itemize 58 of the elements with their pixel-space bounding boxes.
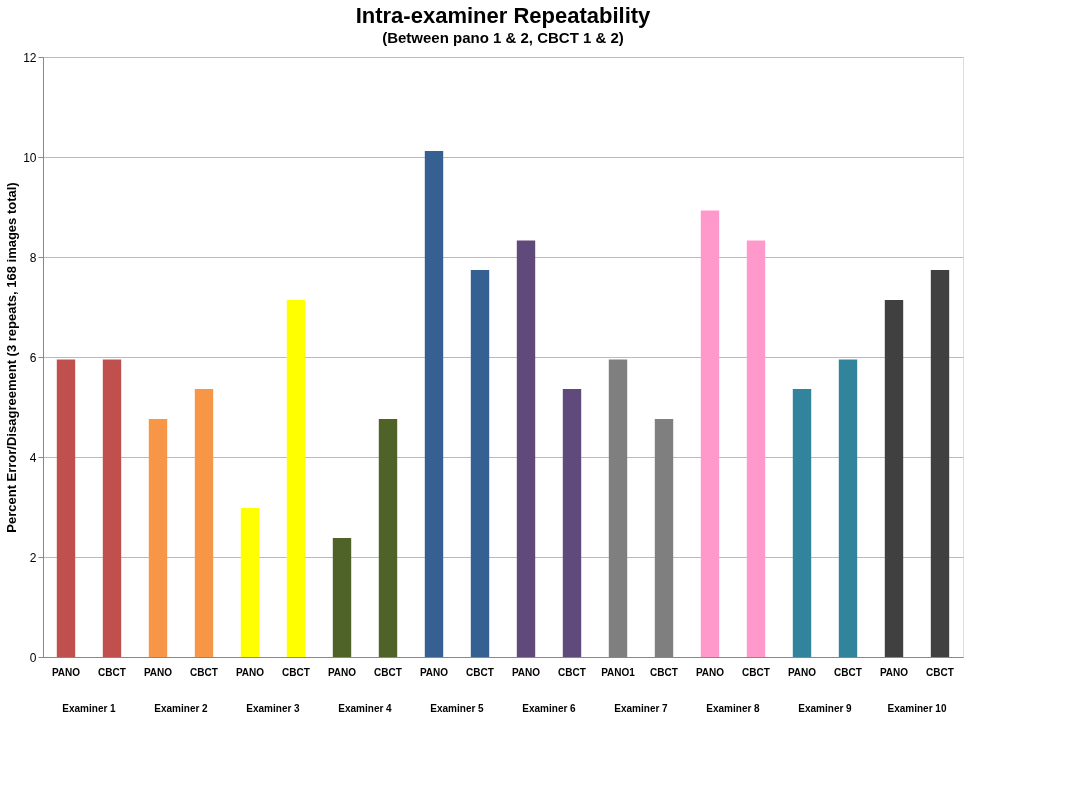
x-tick-label: PANO (419, 666, 449, 678)
bar (102, 359, 122, 657)
bar (838, 359, 858, 657)
text: Examiner 2 (154, 703, 209, 714)
text: Examiner 8 (706, 703, 761, 714)
bar (884, 300, 904, 657)
x-tick-label: CBCT (282, 666, 310, 678)
x-tick-label: PANO (695, 666, 725, 678)
bar (516, 240, 536, 657)
x-tick-label: CBCT (190, 666, 218, 678)
x-tick-label: CBCT (650, 666, 678, 678)
bar (746, 240, 766, 657)
bar (424, 151, 444, 657)
bar (194, 389, 214, 657)
y-tick-label: 0 (29, 650, 37, 665)
bar (562, 389, 582, 657)
x-tick-label: PANO (879, 666, 909, 678)
bar (792, 389, 812, 657)
y-axis-title: Percent Error/Disagreement (3 repeats, 168 images total) (4, 182, 20, 533)
y-tick-label: 4 (29, 450, 37, 465)
bar (470, 270, 490, 657)
x-tick-label: PANO (51, 666, 81, 678)
x-tick-label: CBCT (466, 666, 494, 678)
bar (378, 419, 398, 657)
x-tick-label: PANO (787, 666, 817, 678)
x-tick-label: PANO (511, 666, 541, 678)
bar (240, 508, 260, 657)
y-tick-label: 8 (29, 250, 37, 265)
x-tick-label: CBCT (558, 666, 586, 678)
y-tick-label: 6 (29, 350, 37, 365)
text: Examiner 5 (430, 703, 485, 714)
bar (56, 359, 76, 657)
x-tick-label: CBCT (834, 666, 862, 678)
chart-title: Intra-examiner Repeatability (355, 3, 652, 28)
x-tick-label: PANO (235, 666, 265, 678)
text: Examiner 7 (614, 703, 669, 714)
x-tick-label: CBCT (374, 666, 402, 678)
y-tick-label: 12 (23, 50, 37, 65)
x-tick-label: CBCT (742, 666, 770, 678)
x-tick-label: PANO (327, 666, 357, 678)
text: Examiner 1 (62, 703, 117, 714)
bar (332, 538, 352, 657)
bar (930, 270, 950, 657)
y-tick-label: 10 (23, 150, 37, 165)
text: Examiner 10 (887, 703, 947, 714)
x-tick-label: PANO (143, 666, 173, 678)
bar (286, 300, 306, 657)
text: Examiner 3 (246, 703, 301, 714)
y-tick-label: 2 (29, 550, 37, 565)
chart-subtitle: (Between pano 1 & 2, CBCT 1 & 2) (382, 29, 624, 46)
text: Examiner 4 (338, 703, 393, 714)
text: Examiner 6 (522, 703, 577, 714)
x-tick-label: CBCT (98, 666, 126, 678)
bar (700, 210, 720, 657)
text: Examiner 9 (798, 703, 853, 714)
x-tick-label: PANO1 (601, 666, 636, 678)
x-tick-label: CBCT (926, 666, 954, 678)
bar (148, 419, 168, 657)
